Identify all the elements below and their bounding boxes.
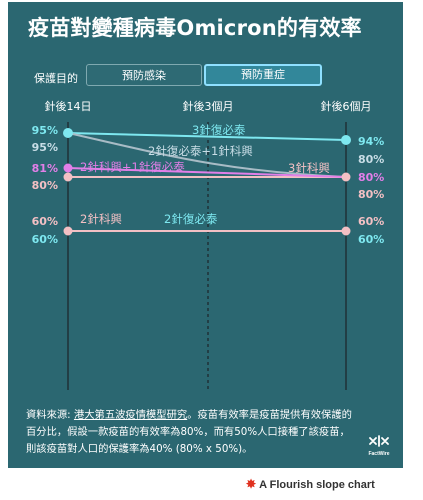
end-label-2-bnt: 60%: [358, 233, 384, 246]
end-label-2bnt-1sino: 80%: [358, 153, 384, 166]
factwire-logo: FactWire: [366, 432, 392, 458]
start-dot-81[interactable]: [63, 163, 73, 173]
series-line-3: [67, 167, 347, 178]
series-name-2sino-1bnt: 2針科興+1針復必泰: [80, 160, 185, 174]
start-dot-95[interactable]: [63, 128, 73, 138]
source-note: 資料來源: 港大第五波疫情模型研究。疫苗有效率是疫苗提供有效保護的百分比，假設一…: [26, 407, 356, 458]
series-line-1: [67, 132, 347, 178]
start-label-2sino-1bnt: 81%: [32, 162, 58, 175]
end-dot-94[interactable]: [341, 135, 351, 145]
logo-text: FactWire: [368, 451, 389, 457]
series-name-2bnt-1sino: 2針復必泰+1針科興: [148, 144, 253, 158]
flourish-icon: ✸: [246, 477, 257, 491]
end-label-2sino-1bnt: 80%: [358, 171, 384, 184]
source-prefix: 資料來源:: [26, 409, 74, 421]
series-name-3-sino: 3針科興: [288, 161, 330, 175]
series-line-0: [67, 132, 347, 141]
slope-chart: 針後14日 針後3個月 針後6個月 95% 95% 81% 80% 60% 60% 94% 80%…: [32, 99, 384, 390]
tab-prevent-severe[interactable]: 預防重症: [204, 64, 322, 86]
source-body: 。疫苗有效率是疫苗提供有效保護的百分比，假設一款疫苗的有效率為80%，而有50%…: [26, 409, 352, 455]
x-axis-label-2: 針後6個月: [321, 99, 372, 113]
series-name-2-sino: 2針科興: [80, 212, 122, 226]
start-dot-80[interactable]: [63, 172, 73, 182]
source-link[interactable]: 港大第五波疫情模型研究: [73, 409, 188, 421]
start-label-3-sino: 80%: [32, 179, 58, 192]
end-dot-60[interactable]: [341, 226, 351, 236]
end-label-3-sino: 80%: [358, 188, 384, 201]
purpose-label: 保護目的: [34, 72, 78, 85]
flourish-credit-text: A Flourish slope chart: [259, 479, 375, 491]
start-label-2-bnt: 60%: [32, 233, 58, 246]
x-axis-label-1: 針後3個月: [183, 99, 234, 113]
start-label-2bnt-1sino: 95%: [32, 141, 58, 154]
start-label-3-bnt: 95%: [32, 124, 58, 137]
end-label-3-bnt: 94%: [358, 135, 384, 148]
start-dot-60[interactable]: [63, 226, 73, 236]
chart-title: 疫苗對變種病毒Omicron的有效率: [28, 16, 362, 40]
flourish-credit[interactable]: ✸ A Flourish slope chart: [246, 477, 375, 491]
series-name-3-bnt: 3針復必泰: [192, 123, 246, 137]
tab-prevent-infection[interactable]: 預防感染: [86, 64, 202, 86]
chart-card: 疫苗對變種病毒Omicron的有效率 保護目的 預防感染 預防重症: [8, 2, 403, 468]
start-label-2-sino: 60%: [32, 215, 58, 228]
end-dot-80[interactable]: [341, 172, 351, 182]
series-name-2-bnt: 2針復必泰: [164, 212, 218, 226]
end-label-2-sino: 60%: [358, 215, 384, 228]
x-axis-label-0: 針後14日: [45, 99, 92, 113]
